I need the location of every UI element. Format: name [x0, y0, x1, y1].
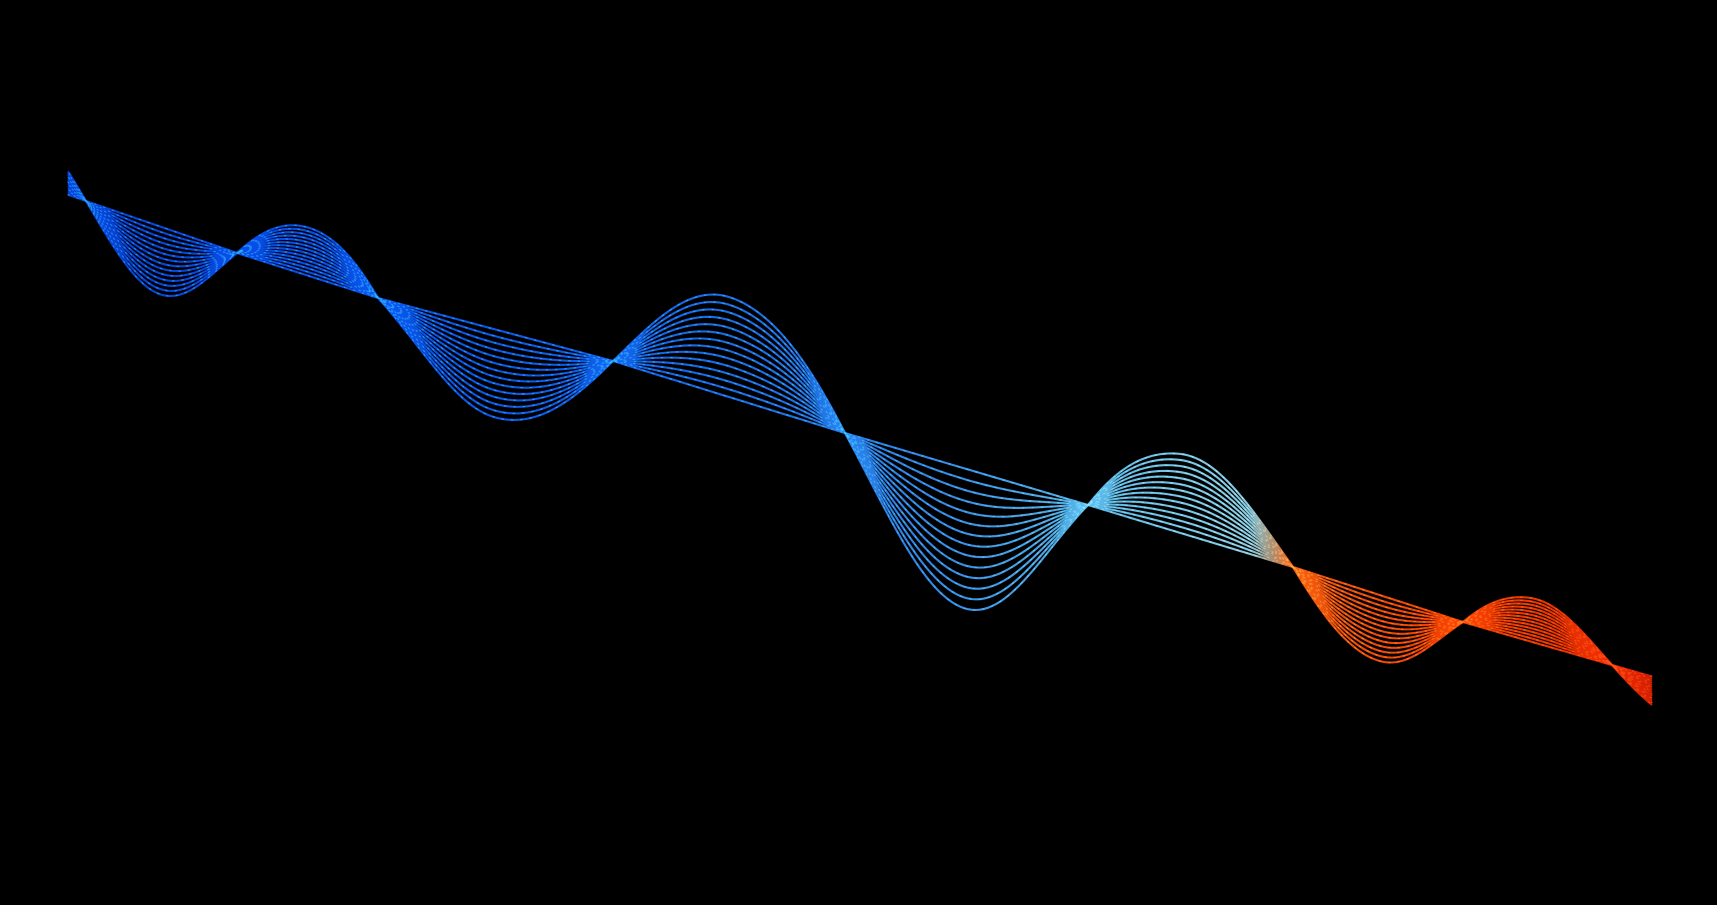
wave-speckle-line	[67, 177, 1653, 697]
wave-speckle-line	[67, 176, 1653, 699]
wave-line	[67, 184, 1653, 689]
wave-line	[67, 190, 1653, 682]
wave-line	[67, 192, 1653, 680]
wave-speckle-group	[67, 170, 1653, 706]
wave-speckle-line	[67, 188, 1653, 684]
wave-speckle-line	[67, 172, 1653, 704]
wave-speckle-line	[67, 174, 1653, 702]
wave-speckle-line	[67, 183, 1653, 691]
wave-lines-group	[67, 170, 1653, 706]
wave-speckle-line	[67, 181, 1653, 693]
wave-speckle-line	[67, 187, 1653, 686]
wave-speckle-line	[67, 194, 1653, 678]
wave-speckle-line	[67, 179, 1653, 695]
wave-line	[67, 170, 1653, 706]
